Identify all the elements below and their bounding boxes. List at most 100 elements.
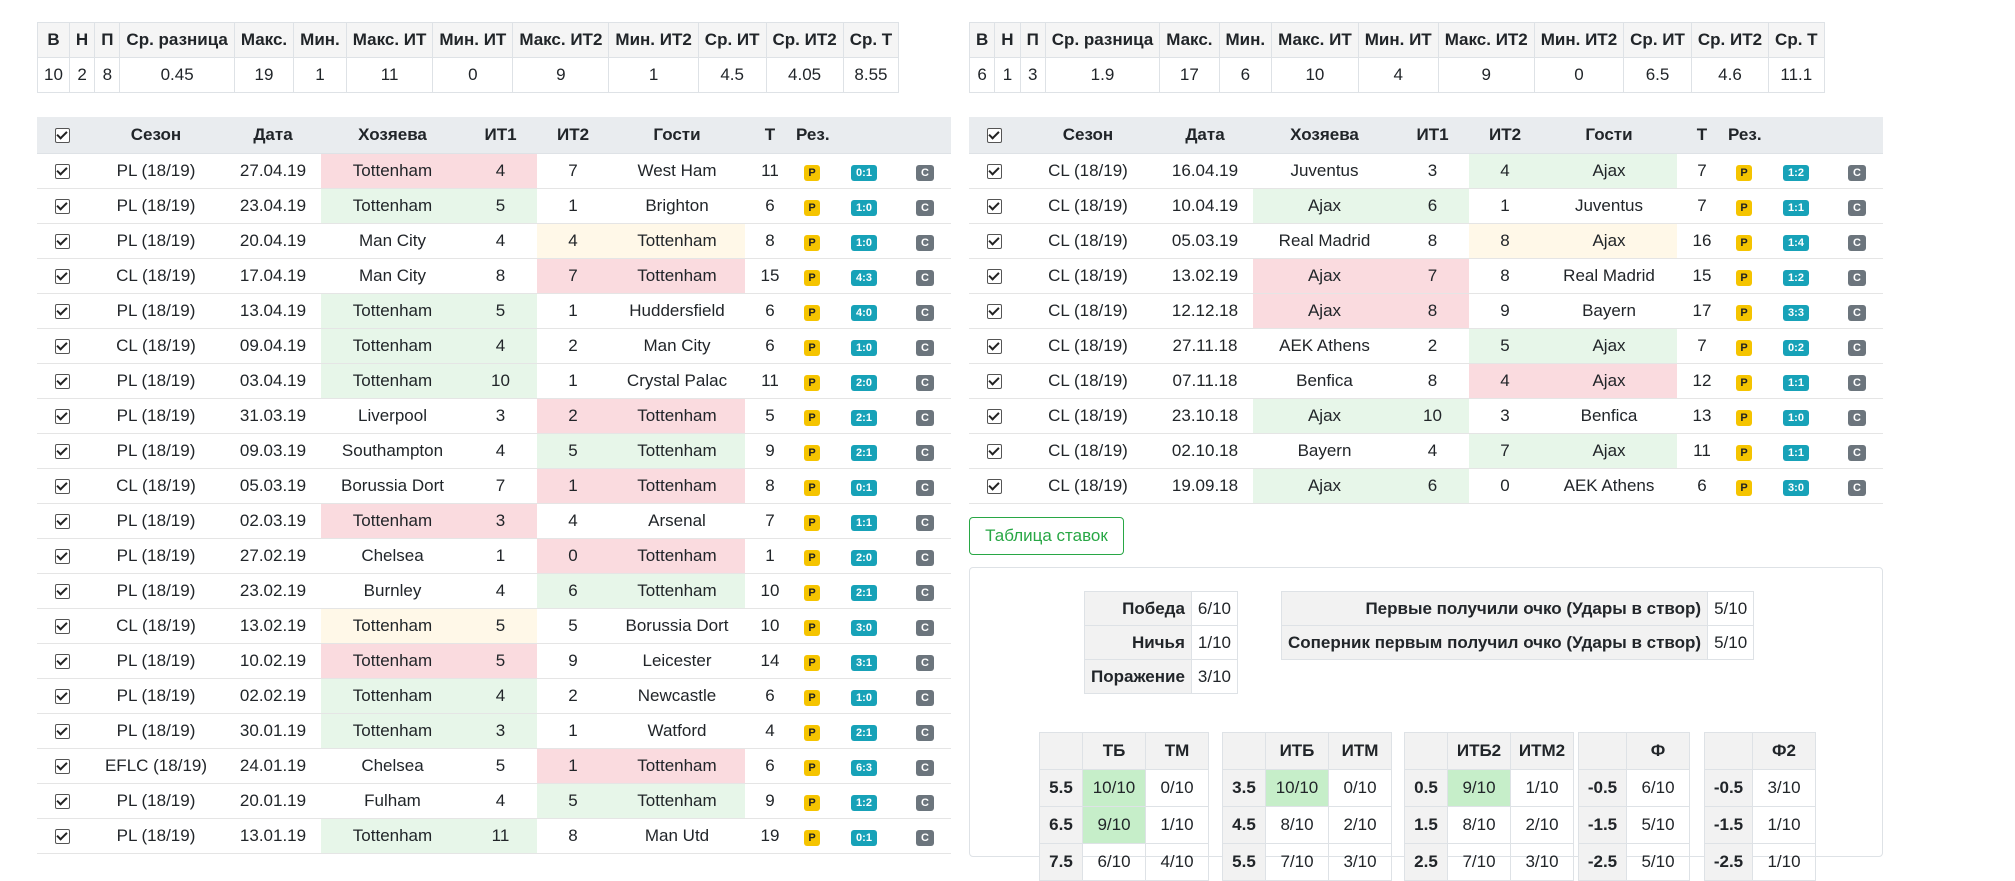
c-badge[interactable]: C	[916, 690, 934, 706]
row-checkbox[interactable]	[37, 433, 87, 469]
c-badge-cell[interactable]: C	[899, 573, 951, 609]
result-badge[interactable]: 1:0	[1783, 410, 1809, 426]
row-checkbox[interactable]	[37, 328, 87, 364]
p-badge-cell[interactable]: P	[1727, 468, 1761, 504]
row-checkbox[interactable]	[969, 328, 1019, 364]
row-checkbox[interactable]	[37, 223, 87, 259]
p-badge[interactable]: P	[1736, 235, 1752, 251]
p-badge-cell[interactable]: P	[795, 363, 829, 399]
column-header[interactable]: Т	[1677, 117, 1727, 154]
row-checkbox[interactable]	[37, 188, 87, 224]
checkbox-icon[interactable]	[54, 689, 70, 705]
c-badge[interactable]: C	[916, 795, 934, 811]
column-header[interactable]: ИТ1	[464, 117, 537, 154]
select-all-checkbox[interactable]	[969, 117, 1019, 154]
c-badge[interactable]: C	[916, 340, 934, 356]
row-checkbox[interactable]	[37, 573, 87, 609]
result-badge[interactable]: 4:3	[851, 270, 877, 286]
checkbox-icon[interactable]	[54, 339, 70, 355]
row-checkbox[interactable]	[37, 678, 87, 714]
result-badge[interactable]: 1:1	[1783, 375, 1809, 391]
result-cell[interactable]: 1:0	[829, 328, 899, 364]
p-badge-cell[interactable]: P	[795, 573, 829, 609]
column-header[interactable]: Гости	[1541, 117, 1677, 154]
c-badge-cell[interactable]: C	[1831, 363, 1883, 399]
result-badge[interactable]: 2:1	[851, 585, 877, 601]
c-badge-cell[interactable]: C	[1831, 433, 1883, 469]
result-badge[interactable]: 6:3	[851, 760, 877, 776]
p-badge[interactable]: P	[1736, 375, 1752, 391]
p-badge-cell[interactable]: P	[795, 608, 829, 644]
c-badge[interactable]: C	[916, 235, 934, 251]
row-checkbox[interactable]	[969, 188, 1019, 224]
p-badge-cell[interactable]: P	[1727, 188, 1761, 224]
c-badge[interactable]: C	[1848, 480, 1866, 496]
p-badge[interactable]: P	[804, 305, 820, 321]
result-cell[interactable]: 1:1	[1761, 433, 1831, 469]
p-badge-cell[interactable]: P	[795, 293, 829, 329]
p-badge-cell[interactable]: P	[795, 433, 829, 469]
result-cell[interactable]: 1:0	[829, 188, 899, 224]
p-badge-cell[interactable]: P	[795, 328, 829, 364]
column-header[interactable]: Хозяева	[321, 117, 464, 154]
p-badge-cell[interactable]: P	[795, 398, 829, 434]
p-badge[interactable]: P	[804, 760, 820, 776]
p-badge-cell[interactable]: P	[795, 818, 829, 854]
result-cell[interactable]: 2:0	[829, 363, 899, 399]
result-badge[interactable]: 2:1	[851, 725, 877, 741]
p-badge[interactable]: P	[804, 795, 820, 811]
c-badge-cell[interactable]: C	[899, 328, 951, 364]
p-badge[interactable]: P	[804, 445, 820, 461]
c-badge-cell[interactable]: C	[1831, 153, 1883, 189]
column-header[interactable]: Сезон	[1019, 117, 1157, 154]
result-cell[interactable]: 1:0	[829, 223, 899, 259]
c-badge[interactable]: C	[916, 515, 934, 531]
checkbox-icon[interactable]	[54, 619, 70, 635]
p-badge[interactable]: P	[804, 515, 820, 531]
checkbox-icon[interactable]	[54, 234, 70, 250]
p-badge-cell[interactable]: P	[1727, 398, 1761, 434]
c-badge-cell[interactable]: C	[1831, 328, 1883, 364]
select-all-checkbox[interactable]	[37, 117, 87, 154]
c-badge-cell[interactable]: C	[1831, 398, 1883, 434]
p-badge[interactable]: P	[1736, 165, 1752, 181]
c-badge[interactable]: C	[916, 480, 934, 496]
c-badge[interactable]: C	[916, 305, 934, 321]
c-badge[interactable]: C	[916, 550, 934, 566]
c-badge[interactable]: C	[916, 165, 934, 181]
c-badge[interactable]: C	[916, 375, 934, 391]
column-header[interactable]: Дата	[225, 117, 321, 154]
checkbox-icon[interactable]	[986, 304, 1002, 320]
result-badge[interactable]: 1:2	[851, 795, 877, 811]
result-cell[interactable]: 4:0	[829, 293, 899, 329]
row-checkbox[interactable]	[37, 643, 87, 679]
checkbox-icon[interactable]	[54, 479, 70, 495]
p-badge-cell[interactable]: P	[1727, 363, 1761, 399]
checkbox-icon[interactable]	[986, 269, 1002, 285]
c-badge[interactable]: C	[916, 830, 934, 846]
c-badge-cell[interactable]: C	[1831, 223, 1883, 259]
p-badge[interactable]: P	[804, 235, 820, 251]
c-badge[interactable]: C	[1848, 305, 1866, 321]
result-cell[interactable]: 1:1	[1761, 363, 1831, 399]
p-badge-cell[interactable]: P	[1727, 433, 1761, 469]
checkbox-icon[interactable]	[54, 759, 70, 775]
result-badge[interactable]: 1:1	[851, 515, 877, 531]
checkbox-icon[interactable]	[986, 444, 1002, 460]
column-header[interactable]: Дата	[1157, 117, 1253, 154]
row-checkbox[interactable]	[37, 153, 87, 189]
result-cell[interactable]: 1:2	[1761, 258, 1831, 294]
c-badge-cell[interactable]: C	[899, 678, 951, 714]
p-badge-cell[interactable]: P	[795, 678, 829, 714]
column-header[interactable]: ИТ2	[537, 117, 609, 154]
c-badge-cell[interactable]: C	[899, 258, 951, 294]
c-badge-cell[interactable]: C	[899, 363, 951, 399]
p-badge[interactable]: P	[804, 165, 820, 181]
p-badge[interactable]: P	[1736, 480, 1752, 496]
row-checkbox[interactable]	[969, 153, 1019, 189]
result-cell[interactable]: 3:0	[829, 608, 899, 644]
p-badge[interactable]: P	[804, 550, 820, 566]
c-badge-cell[interactable]: C	[899, 223, 951, 259]
c-badge-cell[interactable]: C	[899, 643, 951, 679]
checkbox-icon[interactable]	[54, 654, 70, 670]
